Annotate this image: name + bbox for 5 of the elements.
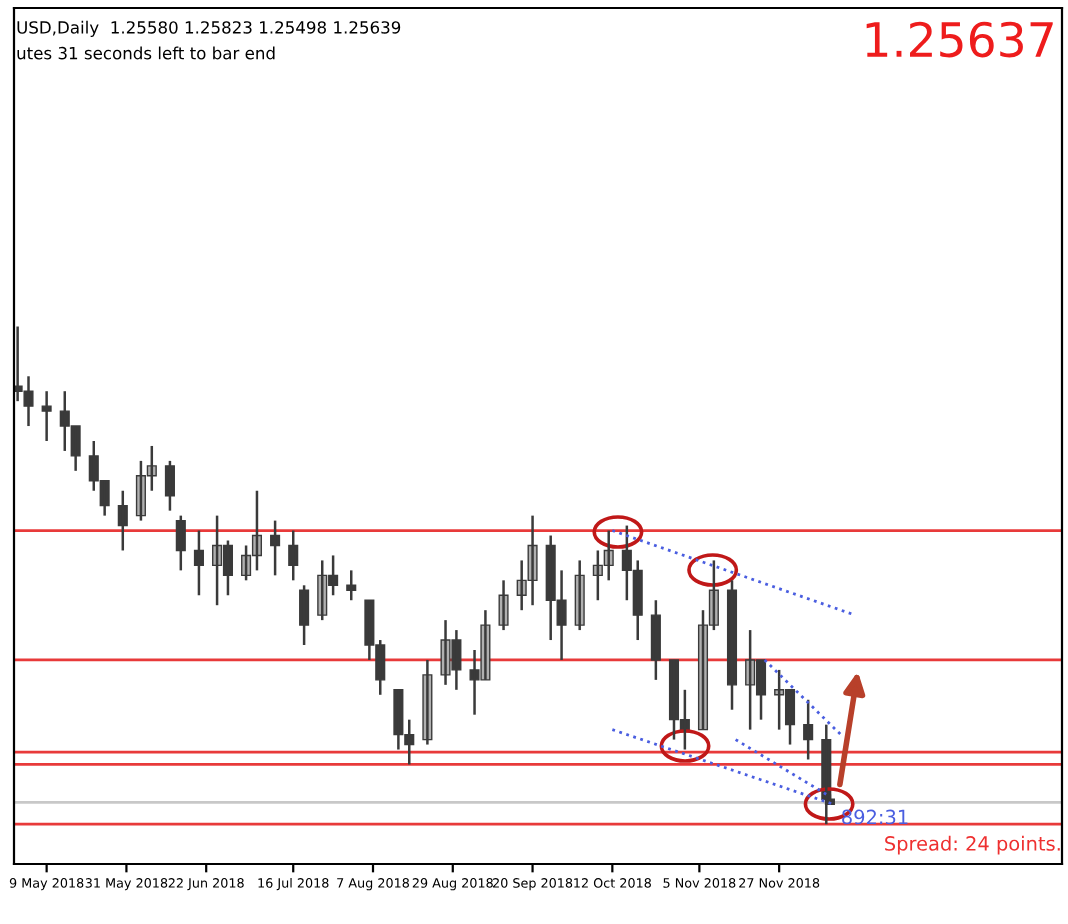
annotation: 892:31 (842, 809, 908, 825)
chart-title: USD,Daily 1.25580 1.25823 1.25498 1.25639 (17, 20, 401, 37)
chart-subtitle: utes 31 seconds left to bar end (17, 46, 275, 60)
text: Spread: 24 points. (885, 835, 1060, 855)
text: 1.25637 (866, 21, 1053, 58)
